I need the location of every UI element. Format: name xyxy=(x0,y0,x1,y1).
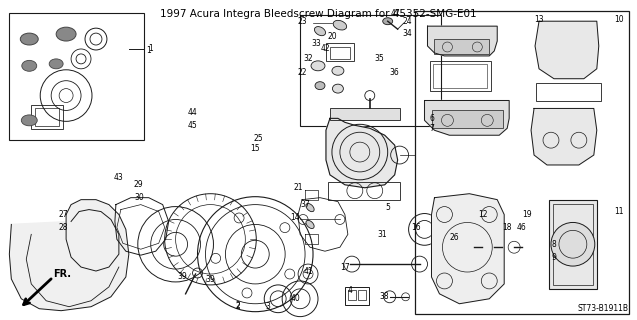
Text: 7: 7 xyxy=(429,124,434,133)
Text: 36: 36 xyxy=(390,68,399,77)
Bar xyxy=(35,108,59,126)
Text: 30: 30 xyxy=(134,193,144,202)
Ellipse shape xyxy=(383,18,392,25)
Ellipse shape xyxy=(22,60,37,71)
Text: 11: 11 xyxy=(614,207,624,216)
Text: 42: 42 xyxy=(320,44,330,53)
Text: 26: 26 xyxy=(450,233,459,242)
Polygon shape xyxy=(10,200,129,311)
Bar xyxy=(348,290,356,300)
Circle shape xyxy=(551,222,595,266)
Text: 9: 9 xyxy=(552,253,556,262)
Text: 44: 44 xyxy=(188,108,197,117)
Text: 19: 19 xyxy=(522,210,532,219)
Text: 8: 8 xyxy=(552,240,556,249)
Text: 12: 12 xyxy=(478,210,488,219)
Bar xyxy=(434,39,489,54)
Bar xyxy=(10,13,144,140)
Text: 1997 Acura Integra Bleedscrew Diagram for 45352-SMG-E01: 1997 Acura Integra Bleedscrew Diagram fo… xyxy=(160,9,476,19)
Text: 47: 47 xyxy=(390,9,401,18)
Text: 41: 41 xyxy=(303,267,313,276)
Text: 43: 43 xyxy=(114,173,124,182)
Ellipse shape xyxy=(332,66,344,75)
Text: 20: 20 xyxy=(327,32,337,41)
Text: 2: 2 xyxy=(236,302,241,311)
Text: 34: 34 xyxy=(403,28,413,38)
Ellipse shape xyxy=(315,82,325,90)
Bar xyxy=(300,15,441,126)
Text: FR.: FR. xyxy=(53,269,71,279)
Polygon shape xyxy=(535,21,599,79)
Ellipse shape xyxy=(311,61,325,71)
Polygon shape xyxy=(431,194,505,304)
Ellipse shape xyxy=(333,20,347,30)
Text: 18: 18 xyxy=(503,223,512,232)
Bar xyxy=(431,110,503,128)
Bar xyxy=(31,106,63,129)
Bar xyxy=(429,61,491,91)
Ellipse shape xyxy=(56,27,76,41)
Bar xyxy=(553,204,593,285)
Ellipse shape xyxy=(21,115,37,126)
Text: 24: 24 xyxy=(403,17,412,26)
Text: 46: 46 xyxy=(516,223,526,232)
Bar xyxy=(358,290,366,300)
Text: 4: 4 xyxy=(347,286,352,295)
Bar xyxy=(326,43,354,61)
Text: 10: 10 xyxy=(614,15,624,24)
Text: 15: 15 xyxy=(250,144,260,153)
Bar xyxy=(345,287,369,305)
Text: 40: 40 xyxy=(290,294,300,303)
Text: 13: 13 xyxy=(534,15,544,24)
Text: 6: 6 xyxy=(429,114,434,123)
Text: 45: 45 xyxy=(188,121,197,130)
Bar xyxy=(330,47,350,59)
Ellipse shape xyxy=(315,27,326,36)
Ellipse shape xyxy=(333,84,343,93)
Text: 38: 38 xyxy=(380,292,389,301)
Text: 16: 16 xyxy=(411,223,420,232)
Ellipse shape xyxy=(49,59,63,69)
Polygon shape xyxy=(424,100,509,135)
Bar xyxy=(549,200,597,289)
Text: 37: 37 xyxy=(300,200,310,209)
Bar xyxy=(434,64,487,88)
Text: 39: 39 xyxy=(206,275,215,284)
Text: 5: 5 xyxy=(385,203,390,212)
Text: 1: 1 xyxy=(148,44,153,53)
Text: ST73-B1911B: ST73-B1911B xyxy=(578,304,629,313)
Text: 28: 28 xyxy=(59,223,68,232)
Text: 25: 25 xyxy=(254,134,263,143)
Text: 32: 32 xyxy=(303,54,313,63)
Text: 14: 14 xyxy=(290,213,300,222)
Bar xyxy=(415,11,629,314)
Polygon shape xyxy=(427,26,497,56)
Text: 21: 21 xyxy=(294,183,303,192)
Ellipse shape xyxy=(20,33,38,45)
Text: 1: 1 xyxy=(146,46,150,55)
Text: 39: 39 xyxy=(178,272,187,282)
Text: 33: 33 xyxy=(311,38,321,48)
Text: 22: 22 xyxy=(297,68,307,77)
Text: 23: 23 xyxy=(297,17,307,26)
Text: 17: 17 xyxy=(340,263,350,272)
Bar xyxy=(536,83,601,100)
Text: 29: 29 xyxy=(134,180,143,189)
Polygon shape xyxy=(326,118,397,188)
Text: 3: 3 xyxy=(266,302,271,311)
Text: 2: 2 xyxy=(236,301,241,310)
Ellipse shape xyxy=(306,204,314,212)
Bar xyxy=(328,182,399,200)
Polygon shape xyxy=(531,108,597,165)
Text: 31: 31 xyxy=(377,230,387,239)
Text: 27: 27 xyxy=(59,210,68,219)
Text: 35: 35 xyxy=(375,54,385,63)
Bar xyxy=(330,108,399,120)
Ellipse shape xyxy=(306,220,314,228)
